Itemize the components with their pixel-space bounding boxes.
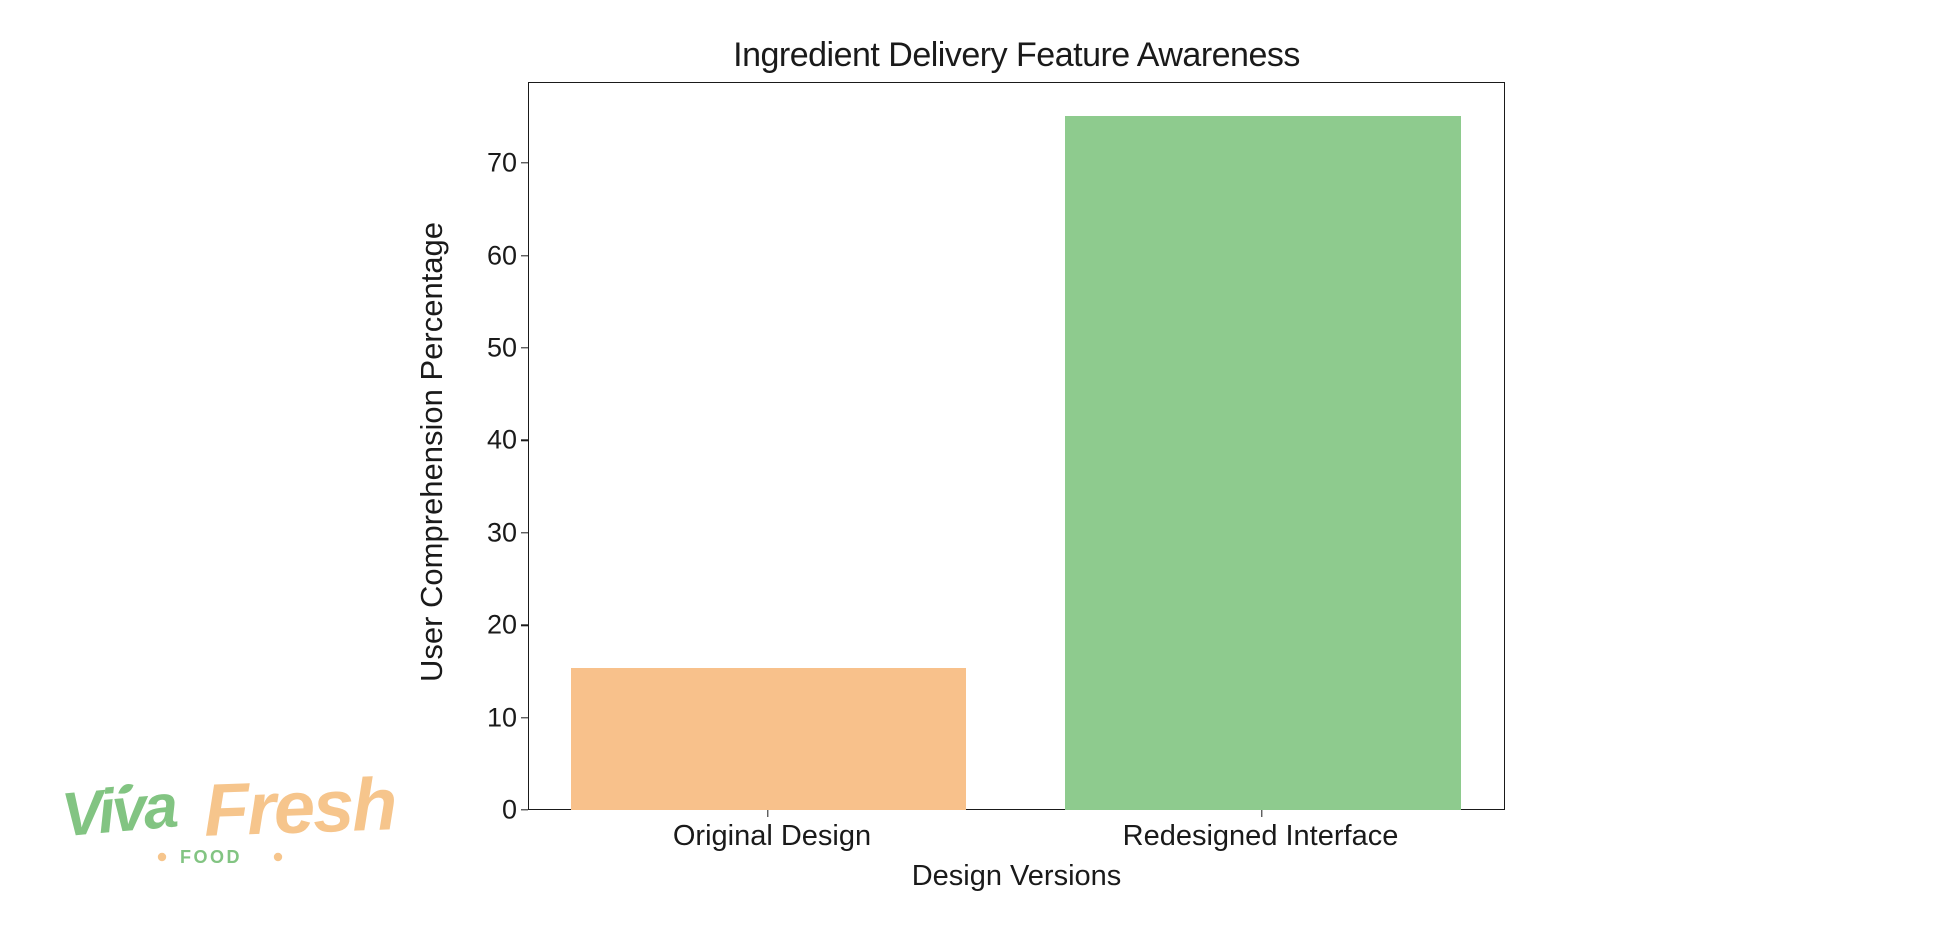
svg-text:FOOD: FOOD: [180, 847, 242, 867]
svg-text:Viva: Viva: [62, 774, 179, 850]
svg-text:Fresh: Fresh: [202, 774, 396, 852]
